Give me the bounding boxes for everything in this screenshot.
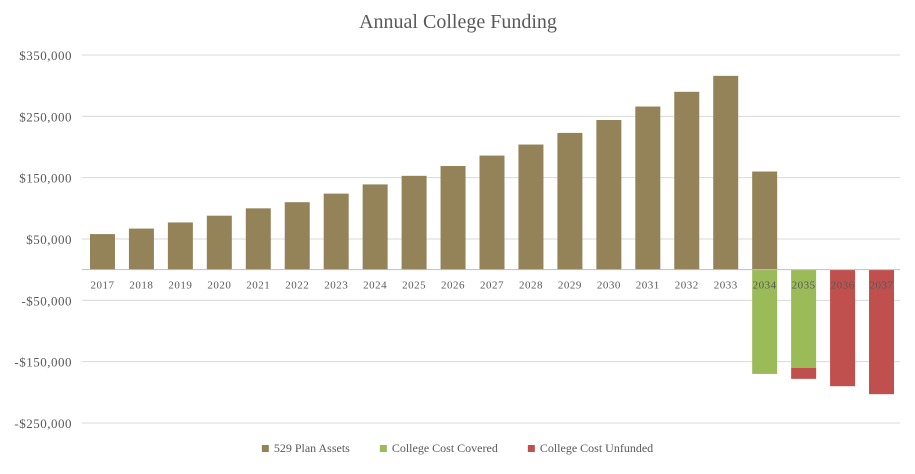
x-tick-label: 2033 [714,280,738,292]
bar-529-plan-assets-2034 [752,171,778,270]
bar-529-plan-assets-2033 [713,75,739,270]
bar-college-cost-unfunded-2035 [791,367,817,379]
y-tick-label: -$250,000 [14,416,72,431]
x-tick-label: 2037 [870,280,894,292]
x-tick-label: 2018 [129,280,153,292]
bar-529-plan-assets-2020 [206,215,232,270]
bar-529-plan-assets-2017 [89,234,115,270]
x-tick-label: 2031 [636,280,660,292]
x-tick-label: 2024 [363,280,387,292]
y-axis-ticks: $350,000 $250,000 $150,000 $50,000 -$50,000 -… [14,48,72,431]
legend-swatch-college-cost-covered [379,445,387,452]
bar-529-plan-assets-2022 [284,202,310,270]
y-tick-label: -$50,000 [21,293,72,308]
x-tick-label: 2023 [324,280,348,292]
bar-college-cost-unfunded-2036 [830,269,856,387]
y-tick-label: $350,000 [19,48,72,63]
x-tick-label: 2019 [168,280,192,292]
bar-529-plan-assets-2018 [128,228,154,270]
legend-swatch-529-plan-assets [261,445,269,452]
bar-529-plan-assets-2030 [596,120,622,270]
x-tick-label: 2025 [402,280,426,292]
chart-title: Annual College Funding [359,11,557,33]
bar-college-cost-covered-2034 [752,269,778,374]
x-tick-label: 2026 [441,280,465,292]
legend-label-college-cost-covered: College Cost Covered [392,441,498,455]
bar-529-plan-assets-2021 [245,208,271,270]
bar-529-plan-assets-2032 [674,91,700,270]
x-tick-label: 2032 [675,280,699,292]
y-tick-label: $50,000 [26,232,72,247]
bar-college-cost-unfunded-2037 [869,269,895,395]
bar-529-plan-assets-2024 [362,184,388,270]
x-tick-label: 2034 [753,280,777,292]
bar-529-plan-assets-2027 [479,155,505,270]
y-tick-label: -$150,000 [14,355,72,370]
bar-529-plan-assets-2029 [557,132,583,270]
x-tick-label: 2029 [558,280,582,292]
x-tick-label: 2017 [90,280,114,292]
legend: 529 Plan Assets College Cost Covered Colle… [261,441,653,455]
bar-529-plan-assets-2031 [635,106,661,270]
legend-label-college-cost-unfunded: College Cost Unfunded [540,441,653,455]
bar-529-plan-assets-2026 [440,166,466,270]
bar-529-plan-assets-2019 [167,222,193,270]
bar-529-plan-assets-2028 [518,144,544,270]
bar-529-plan-assets-2023 [323,193,349,270]
x-tick-label: 2027 [480,280,504,292]
x-tick-label: 2021 [246,280,270,292]
legend-label-529-plan-assets: 529 Plan Assets [274,441,350,455]
x-tick-label: 2028 [519,280,543,292]
x-tick-label: 2030 [597,280,621,292]
bar-529-plan-assets-2025 [401,175,427,270]
x-tick-label: 2022 [285,280,309,292]
bar-college-cost-covered-2035 [791,269,817,368]
x-axis-ticks: 2017 2018 2019 2020 2021 2022 2023 2024 2025 2026… [90,280,893,292]
bars [89,75,895,395]
y-tick-label: $150,000 [19,171,72,186]
x-tick-label: 2036 [831,280,855,292]
x-tick-label: 2020 [207,280,231,292]
y-tick-label: $250,000 [19,109,72,124]
legend-swatch-college-cost-unfunded [527,445,535,452]
x-tick-label: 2035 [792,280,816,292]
